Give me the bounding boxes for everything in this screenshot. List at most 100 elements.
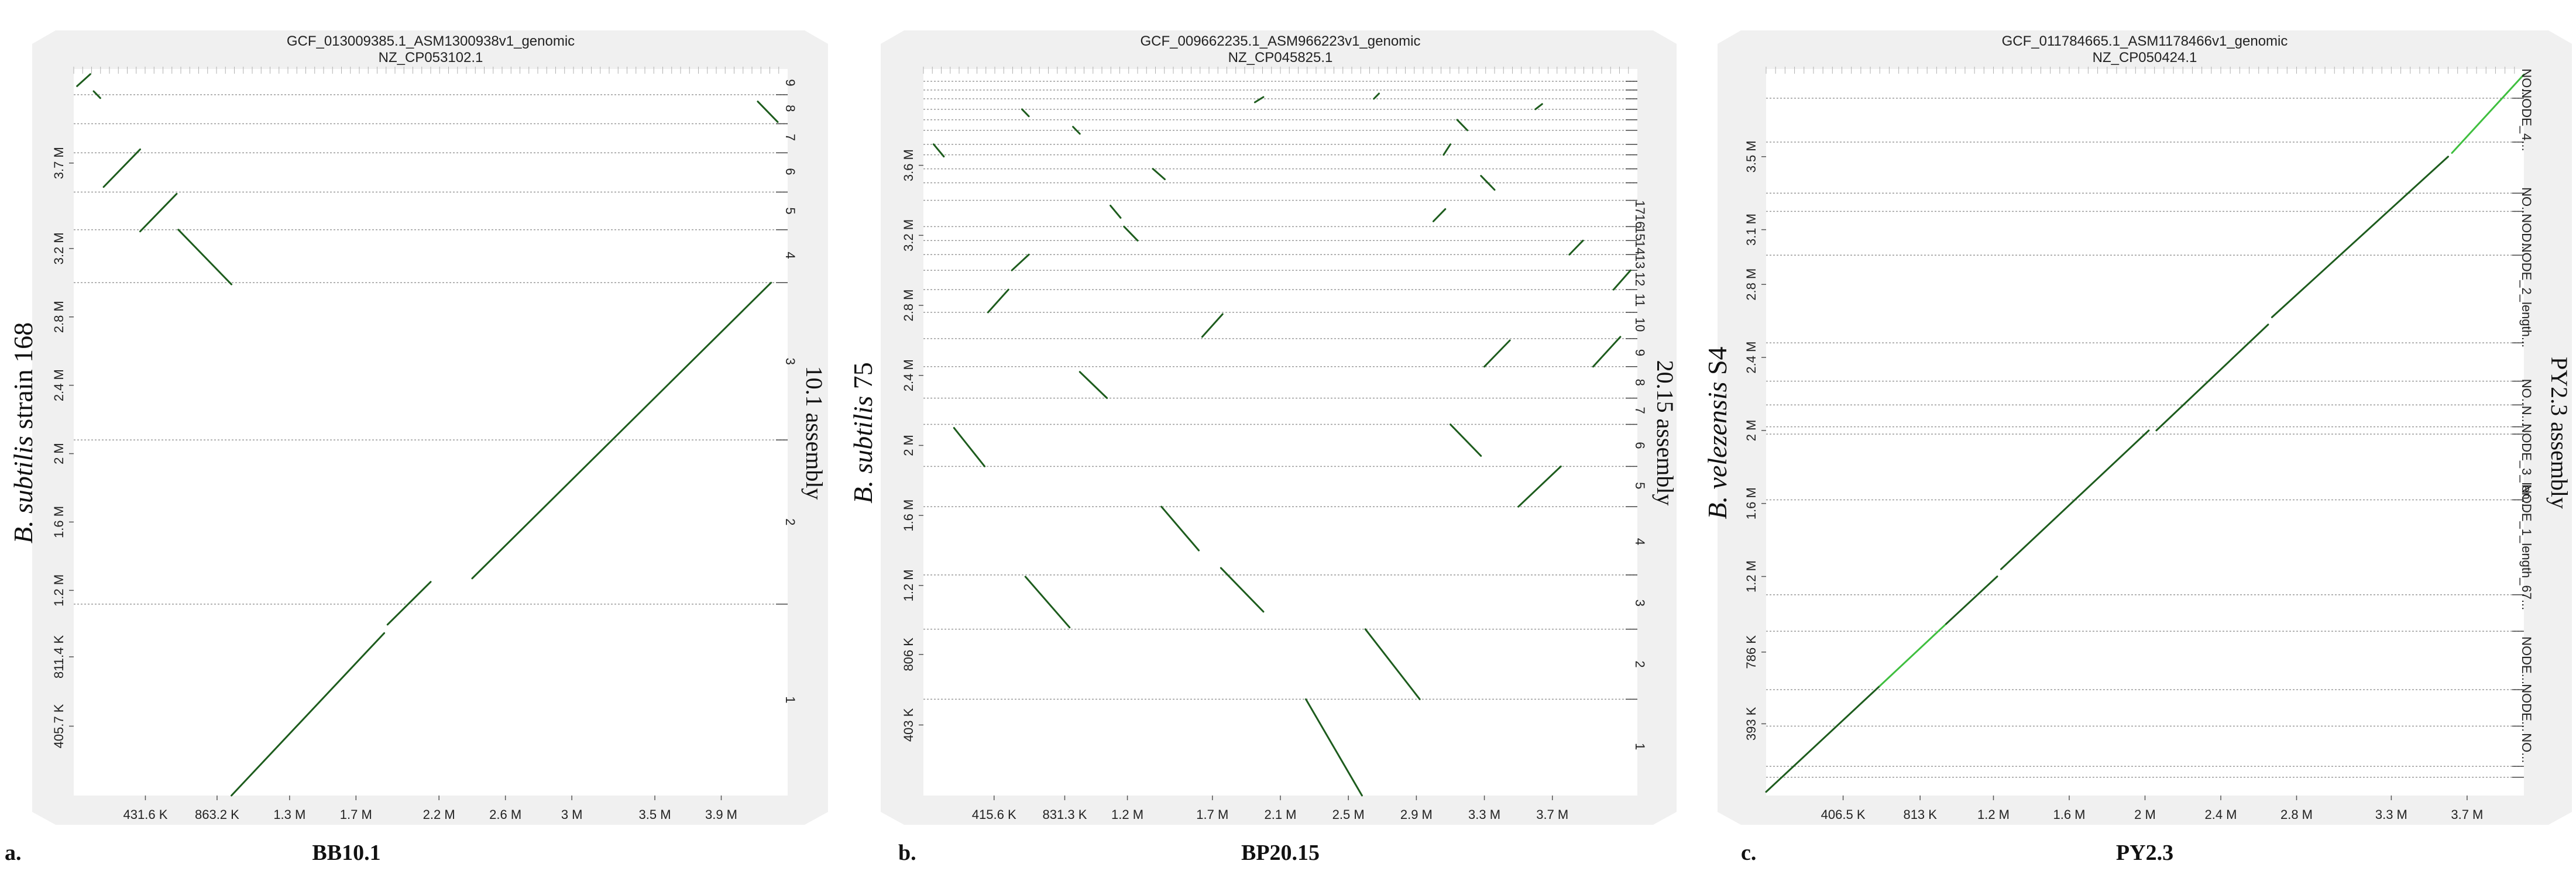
panel-a-x-tick-label-5: 2.2 M [423,807,455,822]
panel-b-x-tick-label-3: 1.2 M [1111,807,1143,822]
panel-a-contig-label-7: 7 [783,134,798,141]
panel-c-contig-label-10: NO... [2519,187,2534,217]
panel-b-x-tick-label-9: 3.7 M [1536,807,1568,822]
panel-c-reference-title: GCF_011784665.1_ASM1178466v1_genomic [2002,33,2288,49]
panel-c-y-tick-label-1: 393 K [1744,707,1758,741]
panel-b-y-axis-label: B. subtilis 75 [848,362,878,504]
panel-b-x-tick-label-1: 415.6 K [972,807,1016,822]
panel-b-alignment-segment-28 [1534,103,1543,111]
panel-a-x-tick-label-4: 1.7 M [340,807,372,822]
panel-a-reference-title: GCF_013009385.1_ASM1300938v1_genomic [287,33,575,49]
panel-a-y-tick-label-8: 3.2 M [51,232,66,264]
panel-c-y-tick-label-5: 2 M [1744,420,1758,442]
panel-b-alignment-segment-23 [1442,143,1451,156]
panel-c-x-tick-label-8: 3.3 M [2375,807,2407,822]
panel-b-contig-label-7: 7 [1633,407,1647,414]
panel-c-contig-label-4: NODE_1_length_67... [2519,484,2534,610]
panel-b-alignment-segment-3 [1024,576,1071,629]
panel-b-x-tick-label-8: 3.3 M [1468,807,1500,822]
panel-b-alignment-segment-15 [1011,253,1030,271]
panel-a-alignment-segment-1 [231,632,386,797]
panel-b-contig-label-15: 15 [1633,226,1647,240]
panel-b-alignment-segment-20 [1152,168,1166,181]
panel-b-x-tick-label-2: 831.3 K [1043,807,1087,822]
panel-c-y-tick-label-7: 2.8 M [1744,268,1758,301]
panel-a-alignment-segment-9 [92,90,101,99]
panel-a-x-tick-label-1: 431.6 K [123,807,168,822]
panel-c-x-tick-label-2: 813 K [1903,807,1937,822]
panel-b-plot-area [923,69,1637,796]
panel-b-contig-label-9: 9 [1633,349,1647,356]
panel-b-y-tick-label-9: 3.6 M [901,149,916,181]
panel-c-y-tick-label-9: 3.5 M [1744,140,1758,173]
panel-a-y-tick-label-7: 2.8 M [51,301,66,333]
panel-a-strain-label: BB10.1 [312,841,380,865]
panel-b-x-tick-label-6: 2.5 M [1332,807,1365,822]
panel-c-y-tick-label-4: 1.6 M [1744,487,1758,519]
panel-c-letter: c. [1741,841,1756,865]
panel-b-contig-label-10: 10 [1633,318,1647,332]
panel-b-alignment-segment-12 [1201,313,1224,338]
panel-a-reference-subtitle: NZ_CP053102.1 [379,50,483,66]
panel-a-contig-label-1: 1 [783,696,798,703]
panel-a-contig-label-9: 9 [783,79,798,86]
panel-b-x-tick-label-5: 2.1 M [1264,807,1296,822]
panel-b-y-tick-label-3: 1.2 M [901,569,916,601]
panel-a-alignment-segment-8 [76,73,91,87]
panel-c-y-tick-label-6: 2.4 M [1744,342,1758,374]
panel-c-alignment-segment-3 [1945,576,1998,625]
panel-a-y-axis-label: B. subtilis strain 168 [8,322,38,543]
panel-c-x-tick-label-1: 406.5 K [1821,807,1866,822]
panel-c-contig-label-1: NO... [2519,733,2534,763]
panel-b-alignment-segment-10 [1592,336,1622,368]
panel-b-alignment-segment-11 [1483,339,1511,368]
panel-a-y-tick-label-5: 2 M [51,443,66,464]
panel-c-y-tick-label-8: 3.1 M [1744,214,1758,246]
panel-c-contig-label-8: NODE_2_length... [2519,243,2534,348]
panel-c-contig-label-11: NODE_4... [2519,89,2534,151]
panel-b-alignment-segment-7 [953,427,986,467]
panel-b-alignment-segment-21 [1480,175,1496,191]
panel-a-x-tick-label-2: 863.2 K [195,807,239,822]
panel-b-y-tick-label-6: 2.4 M [901,359,916,391]
panel-b-y-tick-label-5: 2 M [901,435,916,456]
panel-b-contig-label-17: 17 [1633,200,1647,214]
panel-b-alignment-segment-18 [1110,204,1122,219]
panel-c-x-tick-label-9: 3.7 M [2451,807,2483,822]
panel-a-x-tick-label-8: 3.5 M [639,807,671,822]
panel-a-x-tick-label-3: 1.3 M [273,807,305,822]
panel-b-x-tick-label-4: 1.7 M [1196,807,1228,822]
panel-c-assembly-label: PY2.3 assembly [2546,357,2572,509]
panel-b-y-axis-strain: 75 [848,362,878,396]
panel-b-contig-label-13: 13 [1633,254,1647,268]
panel-b-alignment-segment-26 [1021,108,1030,118]
panel-c-y-tick-label-2: 786 K [1744,635,1758,669]
panel-b-assembly-label: 20.15 assembly [1652,360,1678,506]
panel-b-contig-label-16: 16 [1633,214,1647,228]
panel-b-contig-label-12: 12 [1633,272,1647,286]
panel-a-y-axis-species: B. subtilis [8,436,38,543]
panel-b-alignment-segment-8 [1449,423,1482,457]
panel-b-x-tick-label-7: 2.9 M [1400,807,1433,822]
panel-b-alignment-segment-25 [1456,119,1469,132]
panel-b-contig-label-6: 6 [1633,442,1647,449]
panel-a-contig-label-6: 6 [783,168,798,175]
panel-c-x-tick-label-6: 2.4 M [2204,807,2237,822]
panel-c-alignment-segment-2 [1878,623,1948,687]
panel-b-alignment-segment-24 [1072,126,1081,135]
panel-b-alignment-segment-2 [1364,628,1421,700]
panel-b-y-tick-label-1: 403 K [901,708,916,742]
panel-b-contig-label-1: 1 [1633,743,1647,750]
panel-a-contig-label-4: 4 [783,252,798,259]
panel-c-alignment-segment-1 [1765,685,1881,793]
panel-c-contig-label-3: NODE... [2519,636,2534,684]
panel-a-plot-area [74,69,788,796]
panel-c-contig-label-7: NO... [2519,379,2534,409]
panel-a-y-tick-label-9: 3.7 M [51,147,66,179]
panel-b-y-tick-label-7: 2.8 M [901,290,916,322]
panel-b-contig-label-8: 8 [1633,379,1647,386]
panel-c-y-axis-strain: S4 [1702,346,1732,381]
panel-a-letter: a. [5,841,22,865]
panel-b-contig-label-14: 14 [1633,240,1647,254]
